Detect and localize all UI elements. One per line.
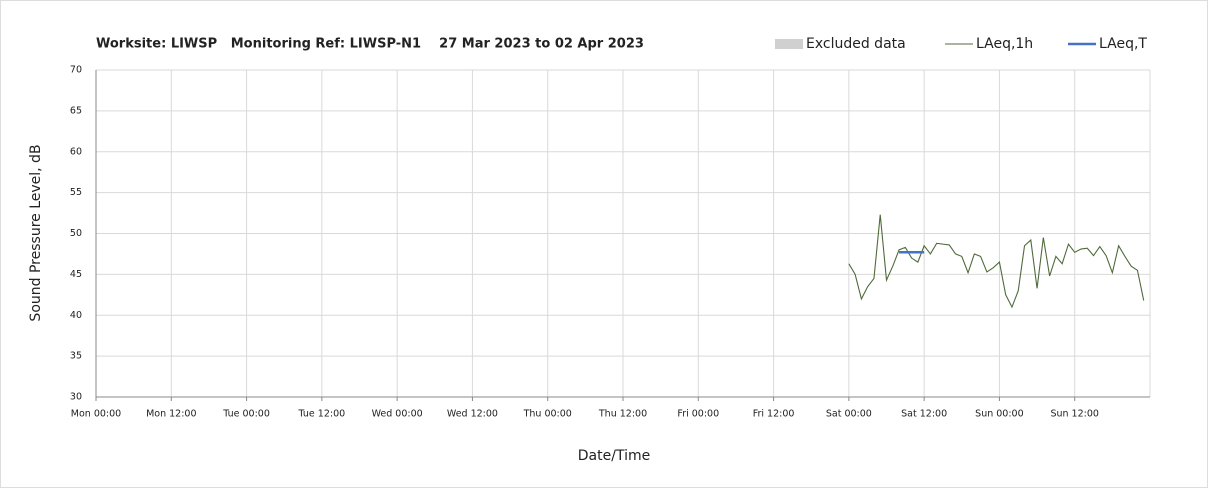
legend-label: LAeq,T (1099, 36, 1147, 52)
y-tick-label: 70 (70, 65, 82, 76)
y-tick-label: 55 (70, 187, 82, 198)
x-tick-label: Tue 12:00 (298, 409, 346, 420)
x-tick-label: Sun 00:00 (975, 409, 1023, 420)
y-axis-label: Sound Pressure Level, dB (28, 144, 44, 321)
x-tick-label: Thu 12:00 (598, 409, 647, 420)
legend-label: Excluded data (806, 36, 906, 52)
x-tick-label: Sat 00:00 (826, 409, 872, 420)
y-tick-label: 40 (70, 310, 82, 321)
x-tick-label: Wed 00:00 (372, 409, 423, 420)
y-tick-label: 65 (70, 105, 82, 116)
x-tick-label: Sun 12:00 (1050, 409, 1098, 420)
x-tick-label: Mon 12:00 (146, 409, 196, 420)
x-tick-label: Fri 00:00 (677, 409, 719, 420)
x-tick-label: Fri 12:00 (753, 409, 795, 420)
y-tick-label: 60 (70, 146, 82, 157)
x-tick-label: Mon 00:00 (71, 409, 121, 420)
legend-label: LAeq,1h (976, 36, 1033, 52)
x-axis-label: Date/Time (578, 448, 650, 464)
x-tick-label: Wed 12:00 (447, 409, 498, 420)
chart-title: Worksite: LIWSP Monitoring Ref: LIWSP-N1… (96, 37, 644, 52)
legend-swatch (775, 39, 803, 49)
series-line (848, 214, 1145, 309)
y-tick-label: 35 (70, 351, 82, 362)
y-tick-label: 45 (70, 269, 82, 280)
x-tick-label: Thu 00:00 (523, 409, 572, 420)
x-tick-label: Tue 00:00 (222, 409, 270, 420)
x-tick-label: Sat 12:00 (901, 409, 947, 420)
y-tick-label: 50 (70, 228, 82, 239)
y-tick-label: 30 (70, 392, 82, 403)
